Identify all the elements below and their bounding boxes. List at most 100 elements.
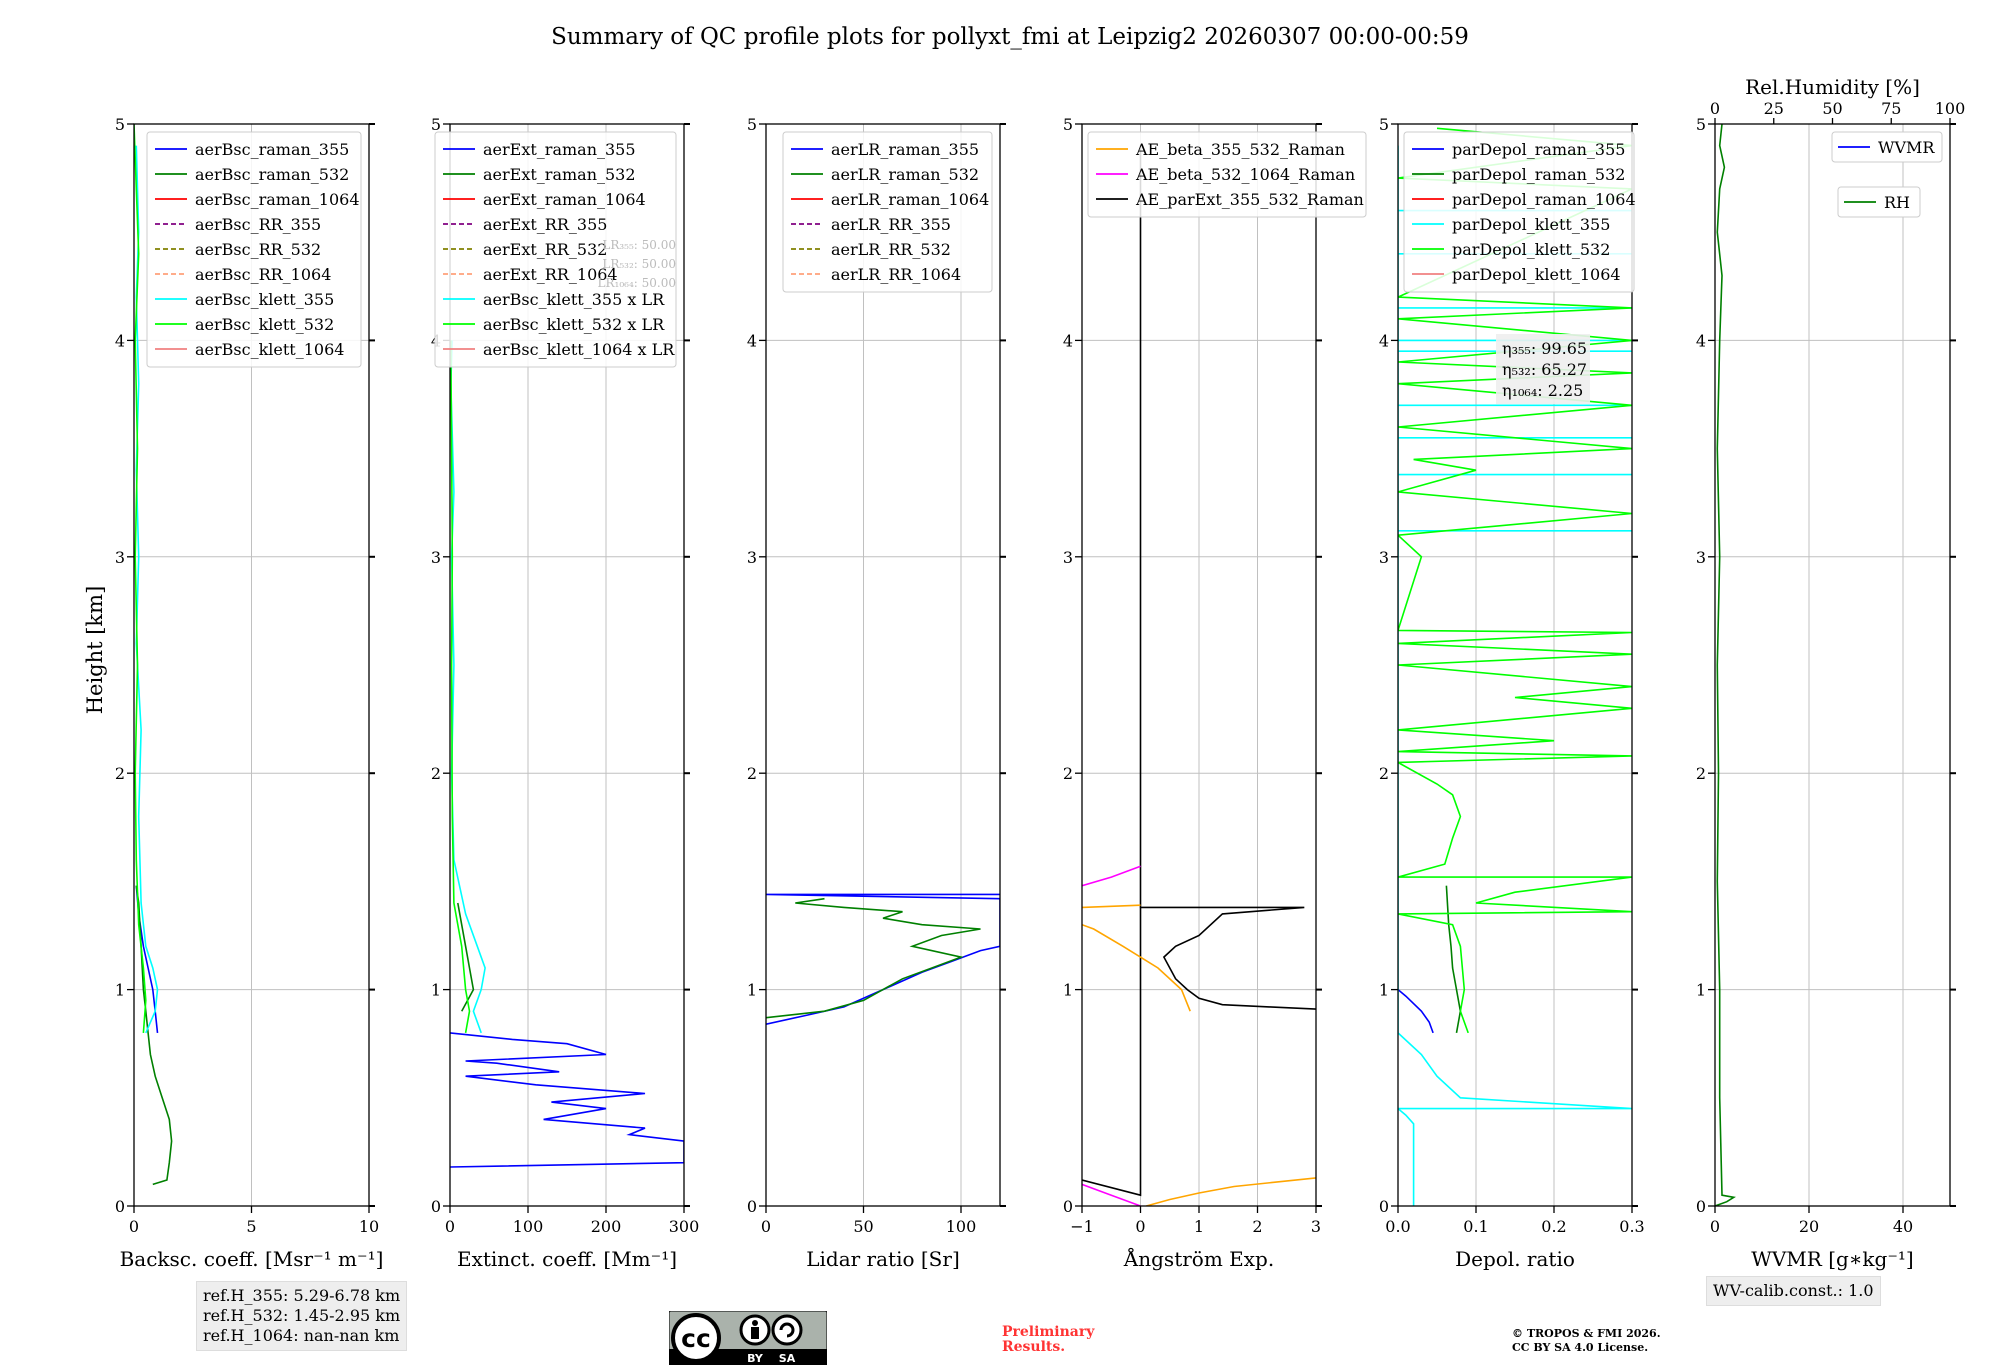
- y-tick-label: 2: [747, 764, 757, 783]
- copyright-note: © TROPOS & FMI 2026. CC BY SA 4.0 Licens…: [1512, 1327, 1661, 1354]
- x-tick-label: 0: [1135, 1217, 1145, 1236]
- series-line-pardepol-klett-532: [1398, 127, 1632, 1034]
- x2-tick-label: 0: [1710, 99, 1720, 118]
- y-tick-label: 4: [115, 331, 125, 350]
- sa-share-icon: [771, 1314, 803, 1346]
- y-tick-label: 5: [431, 115, 441, 134]
- legend-label: aerLR_raman_532: [831, 165, 979, 184]
- legend-label: aerBsc_RR_532: [195, 240, 321, 259]
- series-line-aerext-raman-355: [450, 1032, 684, 1168]
- x-tick-label: 0.1: [1463, 1217, 1488, 1236]
- axes-frame: [449, 123, 685, 1207]
- y-tick-label: 2: [431, 764, 441, 783]
- y-tick-label: 3: [115, 548, 125, 567]
- x-tick-label: 0: [129, 1217, 139, 1236]
- legend-label: parDepol_klett_532: [1452, 240, 1610, 259]
- y-tick-label: 0: [747, 1197, 757, 1216]
- y-tick-label: 2: [1379, 764, 1389, 783]
- series-line-ae-beta-532-1064-raman-upper-: [1082, 865, 1141, 887]
- y-tick-label: 0: [1063, 1197, 1073, 1216]
- x-tick-label: 0: [445, 1217, 455, 1236]
- legend-box: [146, 131, 362, 368]
- x2-tick-label: 100: [1935, 99, 1966, 118]
- cc-logo-text: cc: [681, 1324, 711, 1353]
- eta-annotation: η₁₀₆₄: 2.25: [1502, 381, 1583, 400]
- legend-label: parDepol_klett_1064: [1452, 265, 1621, 284]
- legend-box: [1837, 186, 1921, 218]
- y-tick-label: 5: [1063, 115, 1073, 134]
- series-group: [1715, 124, 1736, 1206]
- eta-annotation: η₃₅₅: 99.65: [1502, 339, 1587, 358]
- y-tick-label: 2: [1063, 764, 1073, 783]
- x2-axis-label: Rel.Humidity [%]: [1745, 75, 1920, 99]
- x-tick-label: 3: [1311, 1217, 1321, 1236]
- series-line-ae-beta-532-1064-raman: [1082, 1183, 1141, 1206]
- y-tick-label: 1: [1379, 981, 1389, 1000]
- legend-label: WVMR: [1878, 138, 1935, 157]
- x-tick-label: 0.0: [1385, 1217, 1410, 1236]
- series-line-pardepol-klett-355: [1398, 145, 1632, 1206]
- y-tick-label: 1: [115, 981, 125, 1000]
- legend-label: aerExt_RR_1064: [483, 265, 618, 284]
- legend-label: aerLR_RR_532: [831, 240, 951, 259]
- series-line-ae-parext-355-532-raman: [1082, 906, 1316, 1197]
- x-tick-label: 2: [1252, 1217, 1262, 1236]
- y-tick-label: 3: [747, 548, 757, 567]
- y-tick-label: 0: [115, 1197, 125, 1216]
- legend-label: aerBsc_klett_532 x LR: [483, 315, 665, 334]
- ref-height-532: ref.H_532: 1.45-2.95 km: [203, 1306, 401, 1325]
- x-axis-label: Backsc. coeff. [Msr⁻¹ m⁻¹]: [120, 1247, 384, 1271]
- x2-tick-label: 25: [1764, 99, 1784, 118]
- x2-tick-label: 75: [1881, 99, 1901, 118]
- series-line-aerlr-raman-532: [766, 897, 981, 1019]
- wv-calib-box: WV-calib.const.: 1.0: [1706, 1276, 1881, 1306]
- y-tick-label: 3: [1379, 548, 1389, 567]
- series-line-aerext-raman-532: [457, 902, 475, 1012]
- legend-label: aerExt_raman_355: [483, 140, 636, 159]
- legend-label: aerExt_RR_355: [483, 215, 607, 234]
- x-axis-label: Lidar ratio [Sr]: [806, 1247, 960, 1271]
- legend-label: AE_beta_532_1064_Raman: [1135, 165, 1355, 184]
- y-tick-label: 0: [431, 1197, 441, 1216]
- cc-license-logo: cc BY SA: [669, 1311, 827, 1365]
- y-axis-label: Height [km]: [83, 586, 107, 715]
- legend-label: parDepol_raman_355: [1452, 140, 1625, 159]
- legend-label: parDepol_klett_355: [1452, 215, 1610, 234]
- legend-label: aerBsc_klett_355 x LR: [483, 290, 665, 309]
- series-line-pardepol-raman-532: [1445, 885, 1462, 1034]
- lidar-ratio-annotation: LR₅₃₂: 50.00: [602, 257, 676, 271]
- x-tick-label: −1: [1070, 1217, 1094, 1236]
- legend-label: aerLR_RR_1064: [831, 265, 961, 284]
- x-axis-label: Extinct. coeff. [Mm⁻¹]: [457, 1247, 677, 1271]
- preliminary-note: Preliminary Results.: [1002, 1324, 1095, 1355]
- y-tick-label: 5: [1696, 115, 1706, 134]
- series-group: [450, 340, 684, 1168]
- x-tick-label: 50: [853, 1217, 873, 1236]
- lidar-ratio-annotation: LR₁₀₆₄: 50.00: [598, 276, 676, 290]
- legend-label: aerBsc_RR_355: [195, 215, 321, 234]
- figure-title: Summary of QC profile plots for pollyxt_…: [551, 24, 1469, 50]
- y-tick-label: 0: [1379, 1197, 1389, 1216]
- y-tick-label: 1: [431, 981, 441, 1000]
- x-tick-label: 0.3: [1619, 1217, 1644, 1236]
- legend-label: aerBsc_raman_532: [195, 165, 349, 184]
- y-tick-label: 1: [1696, 981, 1706, 1000]
- ref-height-355: ref.H_355: 5.29-6.78 km: [203, 1286, 401, 1305]
- axes-frame: [765, 123, 1001, 1207]
- y-tick-label: 3: [431, 548, 441, 567]
- lidar-ratio-annotation: LR₃₅₅: 50.00: [602, 238, 676, 252]
- legend-label: aerExt_raman_532: [483, 165, 636, 184]
- y-tick-label: 4: [1379, 331, 1389, 350]
- series-line-rh: [1715, 124, 1736, 1206]
- legend-label: aerBsc_klett_1064 x LR: [483, 340, 675, 359]
- panel-backscatter: 0 1 2 3 4 5 0 5 10 Backsc. coeff. [Msr⁻¹ m⁻¹] aerB…: [115, 115, 384, 1271]
- legend-label: aerLR_raman_1064: [831, 190, 989, 209]
- panel-extinction: 0123450100200300Extinct. coeff. [Mm⁻¹]ae…: [431, 115, 699, 1271]
- legend-label: aerLR_raman_355: [831, 140, 979, 159]
- legend-box: [434, 131, 677, 368]
- legend-label: aerBsc_RR_1064: [195, 265, 331, 284]
- legend-box: [1403, 131, 1635, 293]
- x-axis-label: WVMR [g∗kg⁻¹]: [1751, 1247, 1913, 1271]
